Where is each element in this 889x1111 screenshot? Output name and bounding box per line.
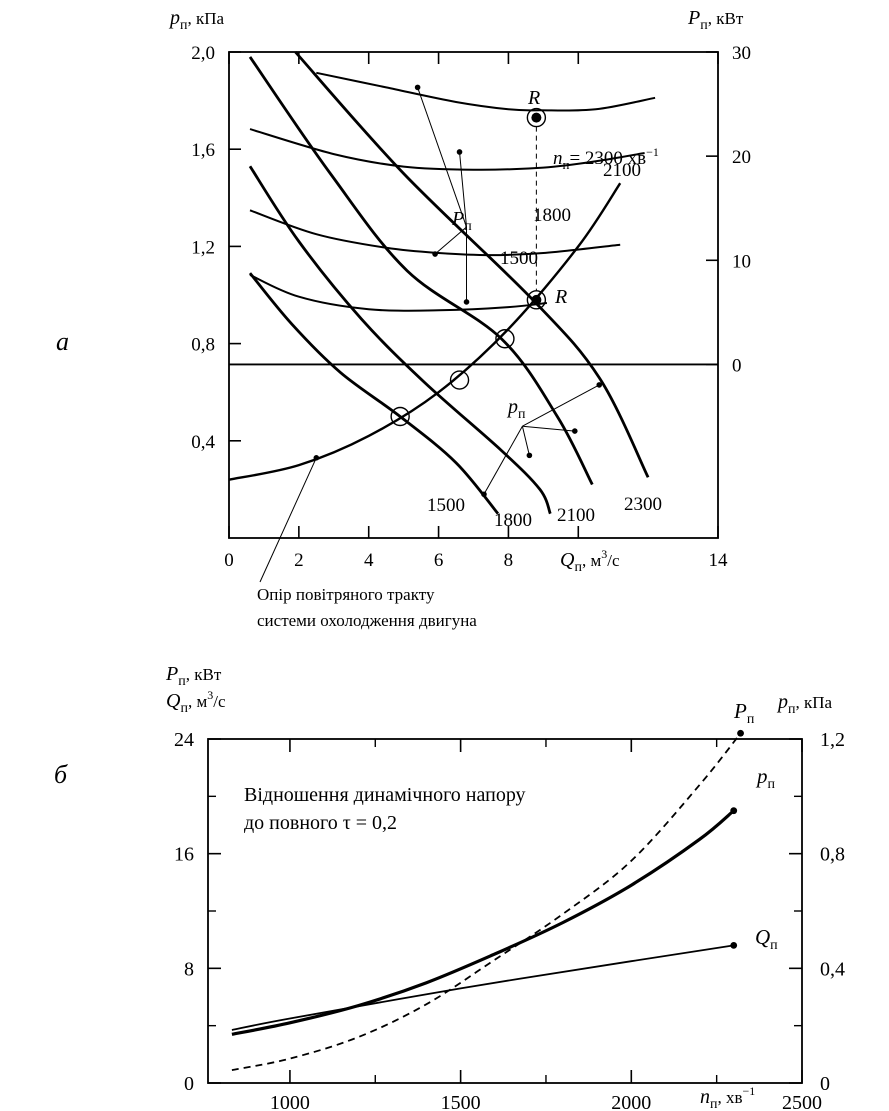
point-r-bottom (531, 294, 542, 305)
chart-a-x-tick-label: 4 (364, 550, 374, 571)
chart-b-left-axis-title-1: Pп, кВт (165, 663, 222, 689)
power-label-1500: 1500 (500, 248, 538, 269)
pressure-curve-1500 (248, 272, 500, 515)
series-label-pn: pп (755, 764, 776, 792)
operating-point-circle (495, 329, 515, 349)
power-callout-dot (456, 149, 463, 155)
power-callout-dot (414, 84, 421, 91)
operating-point-circle (449, 370, 470, 390)
pressure-callout-leader (522, 425, 575, 432)
resistance-callout-dot (313, 455, 320, 461)
pressure-callout-dot (596, 382, 603, 388)
point-r-label-top: R (527, 87, 540, 109)
chart-b-left-axis-title-2: Qп, м3/с (166, 688, 226, 716)
resistance-callout-leader (259, 457, 317, 583)
chart-a-x-tick-label: 8 (504, 550, 514, 571)
chart-a-frame (228, 51, 719, 539)
chart-a-right-axis-title: Pп, кВт (687, 7, 744, 33)
chart-a-x-axis-title: Qп, м3/с (560, 547, 620, 575)
pressure-label-2300: 2300 (624, 494, 662, 515)
chart-b-x-tick-label: 1000 (270, 1092, 310, 1111)
pressure-curve-2300 (294, 51, 650, 478)
chart-b-y-right-tick-label: 0,8 (820, 844, 845, 866)
power-callout-leader (417, 87, 467, 228)
resistance-curve (228, 182, 622, 481)
power-curve-1500 (249, 273, 548, 312)
pressure-label-1500: 1500 (427, 495, 465, 516)
series-end-dot-p (730, 807, 738, 815)
chart-a-y-left-tick-label: 1,6 (191, 140, 215, 161)
chart-a-y-left-tick-label: 0,8 (191, 335, 215, 356)
series-label-Qn: Qп (755, 925, 778, 953)
panel-letter-b: б (54, 760, 68, 789)
chart-b-x-tick-label: 2500 (782, 1092, 822, 1111)
pressure-label-1800: 1800 (494, 510, 532, 531)
chart-a-x-tick-label: 6 (434, 550, 444, 571)
pressure-callout-dot (481, 491, 487, 498)
chart-b-y-right-tick-label: 1,2 (820, 729, 845, 751)
chart-b-annotation-line1: Відношення динамічного напору (244, 784, 526, 806)
operating-point-circle (390, 406, 410, 427)
power-label-2100: 2100 (603, 160, 641, 181)
chart-b-y-left-tick-label: 16 (174, 844, 194, 866)
series-label-Pn: Pп (733, 699, 755, 727)
chart-b-right-axis-title: pп, кПа (776, 691, 833, 717)
resistance-caption-line1: Опір повітряного тракту (257, 585, 435, 604)
chart-a-y-left-tick-label: 1,2 (191, 237, 215, 258)
series-line-P-0 (231, 732, 742, 1071)
chart-b-y-right-tick-label: 0 (820, 1073, 830, 1095)
chart-a-y-right-tick-label: 0 (732, 355, 742, 376)
chart-b-annotation-line2: до повного τ = 0,2 (244, 812, 397, 834)
pressure-callout-dot (571, 428, 578, 434)
chart-b-y-left-tick-label: 24 (174, 729, 194, 751)
chart-b: Pп, кВт Qп, м3/с pп, кПа nп, хв−1 Віднош… (165, 663, 845, 1111)
pressure-curve-2100 (248, 56, 594, 486)
series-end-dot-Q (730, 942, 738, 949)
series-end-dot-P (737, 729, 744, 737)
power-curve-1800 (249, 209, 621, 257)
chart-b-x-tick-label: 1500 (441, 1092, 481, 1111)
chart-a-y-left-tick-label: 2,0 (191, 43, 215, 64)
pressure-label-2100: 2100 (557, 505, 595, 526)
chart-b-y-left-tick-label: 0 (184, 1073, 194, 1095)
chart-b-y-left-tick-label: 8 (184, 958, 194, 980)
panel-letter-a: а (56, 327, 69, 356)
chart-a-left-axis-title: pп, кПа (168, 7, 225, 33)
chart-a-dynamic: 0 2 4 6 8 14 0,4 0,8 1,2 1,6 2,0 0 10 20 30 (191, 43, 751, 583)
power-callout-leader (459, 151, 468, 228)
chart-a-y-right-tick-label: 10 (732, 251, 751, 272)
power-label-1800: 1800 (533, 205, 571, 226)
chart-a-x-tick-label: 2 (294, 550, 304, 571)
power-curve-2100 (249, 128, 645, 171)
point-r-label-bottom: R (554, 286, 567, 308)
chart-b-x-tick-label: 2000 (611, 1092, 651, 1111)
pressure-curve-1800 (248, 165, 552, 515)
chart-a-x-tick-label: 0 (224, 550, 234, 571)
pressure-callout-leader (483, 425, 523, 495)
chart-a-y-right-tick-label: 30 (732, 43, 751, 64)
pressure-callout-label: pп (506, 396, 526, 422)
chart-a: pп, кПа Pп, кВт Qп, м3/с nп= 2300 хв−1 2… (168, 7, 751, 630)
chart-a-x-tick-label: 14 (709, 550, 729, 571)
chart-b-x-axis-title: nп, хв−1 (700, 1084, 755, 1111)
series-line-Q-2 (231, 944, 734, 1031)
power-callout-dot (432, 251, 438, 257)
pressure-callout-leader (522, 384, 600, 427)
power-callout-dot (463, 299, 470, 305)
point-r-top (531, 112, 542, 123)
chart-a-y-right-tick-label: 20 (732, 147, 751, 168)
pressure-callout-dot (526, 452, 533, 459)
power-callout-leader (434, 226, 467, 255)
power-curve-2300 (316, 71, 656, 112)
series-line-p-1 (231, 809, 735, 1036)
resistance-caption-line2: системи охолодження двигуна (257, 611, 477, 630)
chart-a-y-left-tick-label: 0,4 (191, 432, 215, 453)
pressure-callout-leader (521, 426, 530, 456)
chart-b-y-right-tick-label: 0,4 (820, 958, 845, 980)
